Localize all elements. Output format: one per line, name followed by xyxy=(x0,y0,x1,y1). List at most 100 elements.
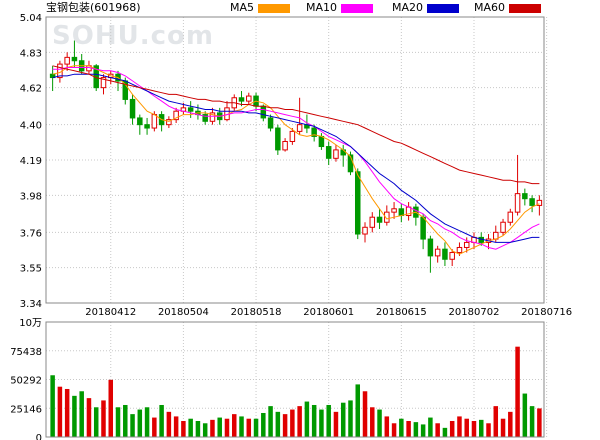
volume-bar xyxy=(297,406,302,437)
candle-body xyxy=(449,252,455,260)
volume-bar xyxy=(348,400,353,437)
legend-swatch-ma5 xyxy=(257,3,290,13)
legend-swatch-ma10 xyxy=(340,3,373,13)
volume-bar xyxy=(101,400,106,437)
ma60-line xyxy=(52,65,540,185)
date-tick-label: 20180716 xyxy=(521,307,572,318)
volume-bar xyxy=(137,409,143,437)
volume-bar xyxy=(166,411,172,437)
stock-name: 宝钢包装 xyxy=(46,1,90,14)
watermark-text: SOHU.com xyxy=(52,21,214,51)
volume-bar xyxy=(173,416,179,437)
candle-body xyxy=(434,248,441,257)
legend-label-ma5: MA5 xyxy=(230,1,255,14)
volume-bar xyxy=(72,395,77,437)
candle-body xyxy=(275,127,281,151)
volume-bar xyxy=(406,420,411,437)
volume-bars xyxy=(50,346,542,437)
volume-bar xyxy=(340,402,346,437)
legend-label-ma60: MA60 xyxy=(474,1,506,14)
volume-bar xyxy=(486,423,491,437)
volume-bar xyxy=(442,427,448,437)
candle-body xyxy=(340,149,346,156)
volume-bar xyxy=(108,379,114,437)
ma5-line xyxy=(52,65,540,255)
candlesticks xyxy=(49,40,543,273)
candle-body xyxy=(391,208,397,213)
price-tick-label: 3.98 xyxy=(20,191,42,202)
candle-body xyxy=(282,140,288,151)
legend-ma60: MA60 xyxy=(474,0,541,16)
volume-bar xyxy=(493,406,499,437)
volume-bar xyxy=(478,419,484,437)
price-tick-label: 4.83 xyxy=(20,48,42,59)
candle-body xyxy=(427,238,434,257)
volume-bar xyxy=(217,417,222,437)
volume-bar xyxy=(290,409,295,437)
candle-body xyxy=(529,198,535,206)
candle-body xyxy=(296,124,303,132)
candle-body xyxy=(362,226,368,235)
candle-body xyxy=(129,98,136,119)
candle-body xyxy=(384,211,390,223)
candle-body xyxy=(456,246,463,254)
candle-body xyxy=(522,193,528,200)
volume-bar xyxy=(123,404,128,437)
volume-bar xyxy=(537,408,542,437)
ma20-line xyxy=(52,73,540,243)
candle-body xyxy=(289,130,296,142)
candle-body xyxy=(500,221,506,233)
candle-body xyxy=(246,95,252,102)
volume-bar xyxy=(471,420,477,437)
candle-body xyxy=(267,117,274,129)
candle-body xyxy=(442,248,448,260)
volume-bar xyxy=(152,417,157,437)
volume-bar xyxy=(115,407,121,437)
candle-body xyxy=(398,208,405,217)
volume-bar xyxy=(253,418,259,437)
date-tick-label: 20180601 xyxy=(303,307,354,318)
volume-bar xyxy=(384,416,390,437)
candle-body xyxy=(333,149,339,159)
candle-body xyxy=(137,117,143,126)
candle-body xyxy=(318,135,325,148)
volume-bar xyxy=(457,416,462,437)
volume-bar xyxy=(57,386,63,437)
volume-bar xyxy=(355,384,361,437)
volume-bar xyxy=(449,420,455,437)
volume-bar xyxy=(420,424,426,437)
volume-bar xyxy=(231,414,237,437)
volume-bar xyxy=(319,409,324,437)
axis-labels: 5.04 4.83 4.62 4.40 4.19 3.98 3.76 3.55 3.34 10万 7… xyxy=(10,13,572,440)
candle-body xyxy=(166,119,172,126)
volume-tick-label: 25146 xyxy=(10,404,42,415)
volume-bar xyxy=(195,420,201,437)
date-tick-label: 20180412 xyxy=(85,307,136,318)
legend-ma5: MA5 xyxy=(230,0,290,16)
volume-tick-label: 0 xyxy=(36,433,42,440)
volume-panel-frame xyxy=(45,321,545,438)
volume-bar xyxy=(224,418,230,437)
price-tick-label: 3.34 xyxy=(20,299,42,310)
volume-bar xyxy=(464,418,469,437)
grid-lines xyxy=(46,17,548,437)
volume-tick-label: 50292 xyxy=(10,376,42,387)
candle-body xyxy=(369,216,376,228)
date-tick-label: 20180702 xyxy=(449,307,500,318)
volume-bar xyxy=(210,419,215,437)
volume-bar xyxy=(413,422,419,437)
candle-body xyxy=(151,114,158,129)
volume-bar xyxy=(370,407,375,437)
price-tick-label: 4.40 xyxy=(20,121,42,132)
volume-bar xyxy=(362,391,368,437)
price-tick-label: 3.76 xyxy=(20,228,42,239)
legend-ma20: MA20 xyxy=(392,0,459,16)
candle-body xyxy=(507,211,514,223)
volume-bar xyxy=(333,411,339,437)
volume-bar xyxy=(130,414,135,437)
volume-bar xyxy=(435,423,440,437)
volume-bar xyxy=(268,406,273,437)
volume-bar xyxy=(239,416,244,437)
volume-bar xyxy=(500,418,506,437)
